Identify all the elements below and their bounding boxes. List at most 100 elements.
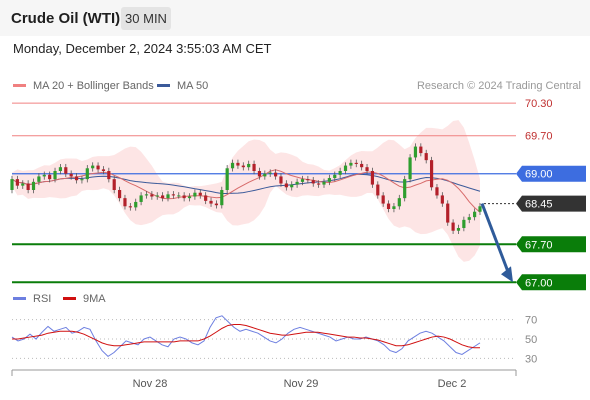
legend-9ma-label: 9MA bbox=[83, 293, 106, 305]
candle-body bbox=[333, 174, 337, 179]
candle-body bbox=[300, 179, 305, 182]
candle-body bbox=[123, 198, 127, 207]
candle-body bbox=[193, 192, 197, 197]
candle-body bbox=[10, 179, 14, 190]
legend-9ma: 9MA bbox=[63, 293, 106, 305]
credit-text: Research © 2024 Trading Central bbox=[416, 80, 581, 92]
level-tag-68-45 bbox=[516, 195, 586, 212]
candle-body bbox=[220, 190, 224, 206]
candle-body bbox=[257, 171, 262, 177]
candle-body bbox=[392, 206, 396, 209]
candle-body bbox=[365, 167, 369, 171]
legend-ma50-label: MA 50 bbox=[177, 80, 209, 92]
timestamp: Monday, December 2, 2024 3:55:03 AM CET bbox=[13, 41, 272, 56]
rsi-tick-50: 50 bbox=[525, 334, 537, 346]
candle-body bbox=[446, 203, 450, 223]
level-label-68-45: 68.45 bbox=[525, 199, 553, 211]
candle-body bbox=[295, 181, 299, 185]
ma50-line bbox=[11, 173, 481, 195]
candle-body bbox=[230, 162, 235, 169]
candle-body bbox=[290, 184, 294, 188]
candle-body bbox=[117, 190, 122, 199]
ma20-line bbox=[11, 169, 481, 213]
candle-body bbox=[408, 157, 412, 180]
candle-body bbox=[419, 146, 423, 154]
candle-body bbox=[48, 174, 52, 180]
bollinger-band bbox=[12, 120, 480, 262]
level-label-67-00: 67.00 bbox=[525, 277, 553, 289]
candle-body bbox=[112, 179, 116, 190]
candle-body bbox=[473, 211, 477, 218]
candle-body bbox=[268, 172, 272, 174]
instrument-title: Crude Oil (WTI) bbox=[11, 10, 121, 27]
candle-body bbox=[155, 195, 159, 197]
candle-body bbox=[317, 183, 321, 185]
legend-ma20-label: MA 20 + Bollinger Bands bbox=[33, 80, 154, 92]
time-tick-label: Dec 2 bbox=[438, 378, 467, 390]
candle-body bbox=[327, 178, 331, 182]
candle-body bbox=[429, 160, 434, 188]
candle-body bbox=[349, 162, 353, 166]
candle-body bbox=[107, 171, 111, 180]
candle-body bbox=[236, 162, 240, 166]
candle-body bbox=[370, 171, 375, 185]
level-label-70-30: 70.30 bbox=[525, 98, 553, 110]
candle-body bbox=[462, 219, 466, 228]
interval-button[interactable]: 30 MIN bbox=[121, 7, 171, 30]
candle-body bbox=[311, 180, 315, 184]
candle-body bbox=[134, 201, 138, 208]
candle-body bbox=[42, 174, 46, 177]
candle-body bbox=[171, 194, 175, 196]
candle-body bbox=[397, 198, 401, 207]
candle-body bbox=[214, 203, 219, 206]
candle-body bbox=[21, 183, 25, 186]
candle-body bbox=[247, 163, 251, 168]
candle-body bbox=[413, 146, 418, 158]
candle-body bbox=[354, 162, 358, 164]
candle-body bbox=[225, 168, 229, 190]
header-bar bbox=[0, 0, 590, 36]
candle-body bbox=[64, 167, 68, 174]
candle-body bbox=[144, 194, 149, 196]
candle-body bbox=[338, 171, 342, 175]
candle-body bbox=[381, 195, 385, 204]
rsi-line bbox=[11, 315, 481, 358]
rsi-tick-70: 70 bbox=[525, 315, 537, 327]
time-tick-label: Nov 28 bbox=[133, 378, 168, 390]
candle-body bbox=[279, 176, 283, 184]
candle-body bbox=[31, 181, 36, 190]
ma50-swatch-icon bbox=[157, 83, 170, 87]
candle-body bbox=[403, 179, 407, 199]
legend-rsi: RSI bbox=[13, 293, 51, 305]
time-tick-label: Nov 29 bbox=[284, 378, 319, 390]
candle-body bbox=[273, 172, 278, 177]
candle-body bbox=[101, 169, 106, 171]
candle-body bbox=[177, 195, 181, 197]
legend-ma50: MA 50 bbox=[157, 80, 208, 92]
candle-body bbox=[360, 163, 364, 168]
candle-body bbox=[241, 165, 245, 168]
candle-body bbox=[74, 176, 79, 181]
9ma-swatch-icon bbox=[63, 296, 76, 300]
candle-body bbox=[69, 173, 73, 177]
candle-body bbox=[467, 217, 471, 220]
candle-body bbox=[440, 195, 444, 204]
candle-body bbox=[322, 181, 326, 185]
projection-arrow-head-icon bbox=[501, 266, 513, 283]
candle-body bbox=[85, 168, 89, 180]
level-label-69-00: 69.00 bbox=[525, 169, 553, 181]
candle-body bbox=[37, 176, 41, 182]
candle-body bbox=[58, 167, 63, 171]
candle-body bbox=[53, 171, 57, 180]
rsi-tick-30: 30 bbox=[525, 353, 537, 365]
legend-rsi-label: RSI bbox=[33, 293, 52, 305]
rsi-9ma-line bbox=[12, 324, 480, 349]
projection-arrow-shaft bbox=[480, 203, 511, 275]
candle-body bbox=[424, 153, 428, 161]
candle-body bbox=[451, 222, 455, 231]
candle-body bbox=[456, 228, 461, 231]
candle-body bbox=[306, 179, 310, 181]
rsi-swatch-icon bbox=[13, 296, 26, 300]
candle-body bbox=[166, 194, 170, 199]
